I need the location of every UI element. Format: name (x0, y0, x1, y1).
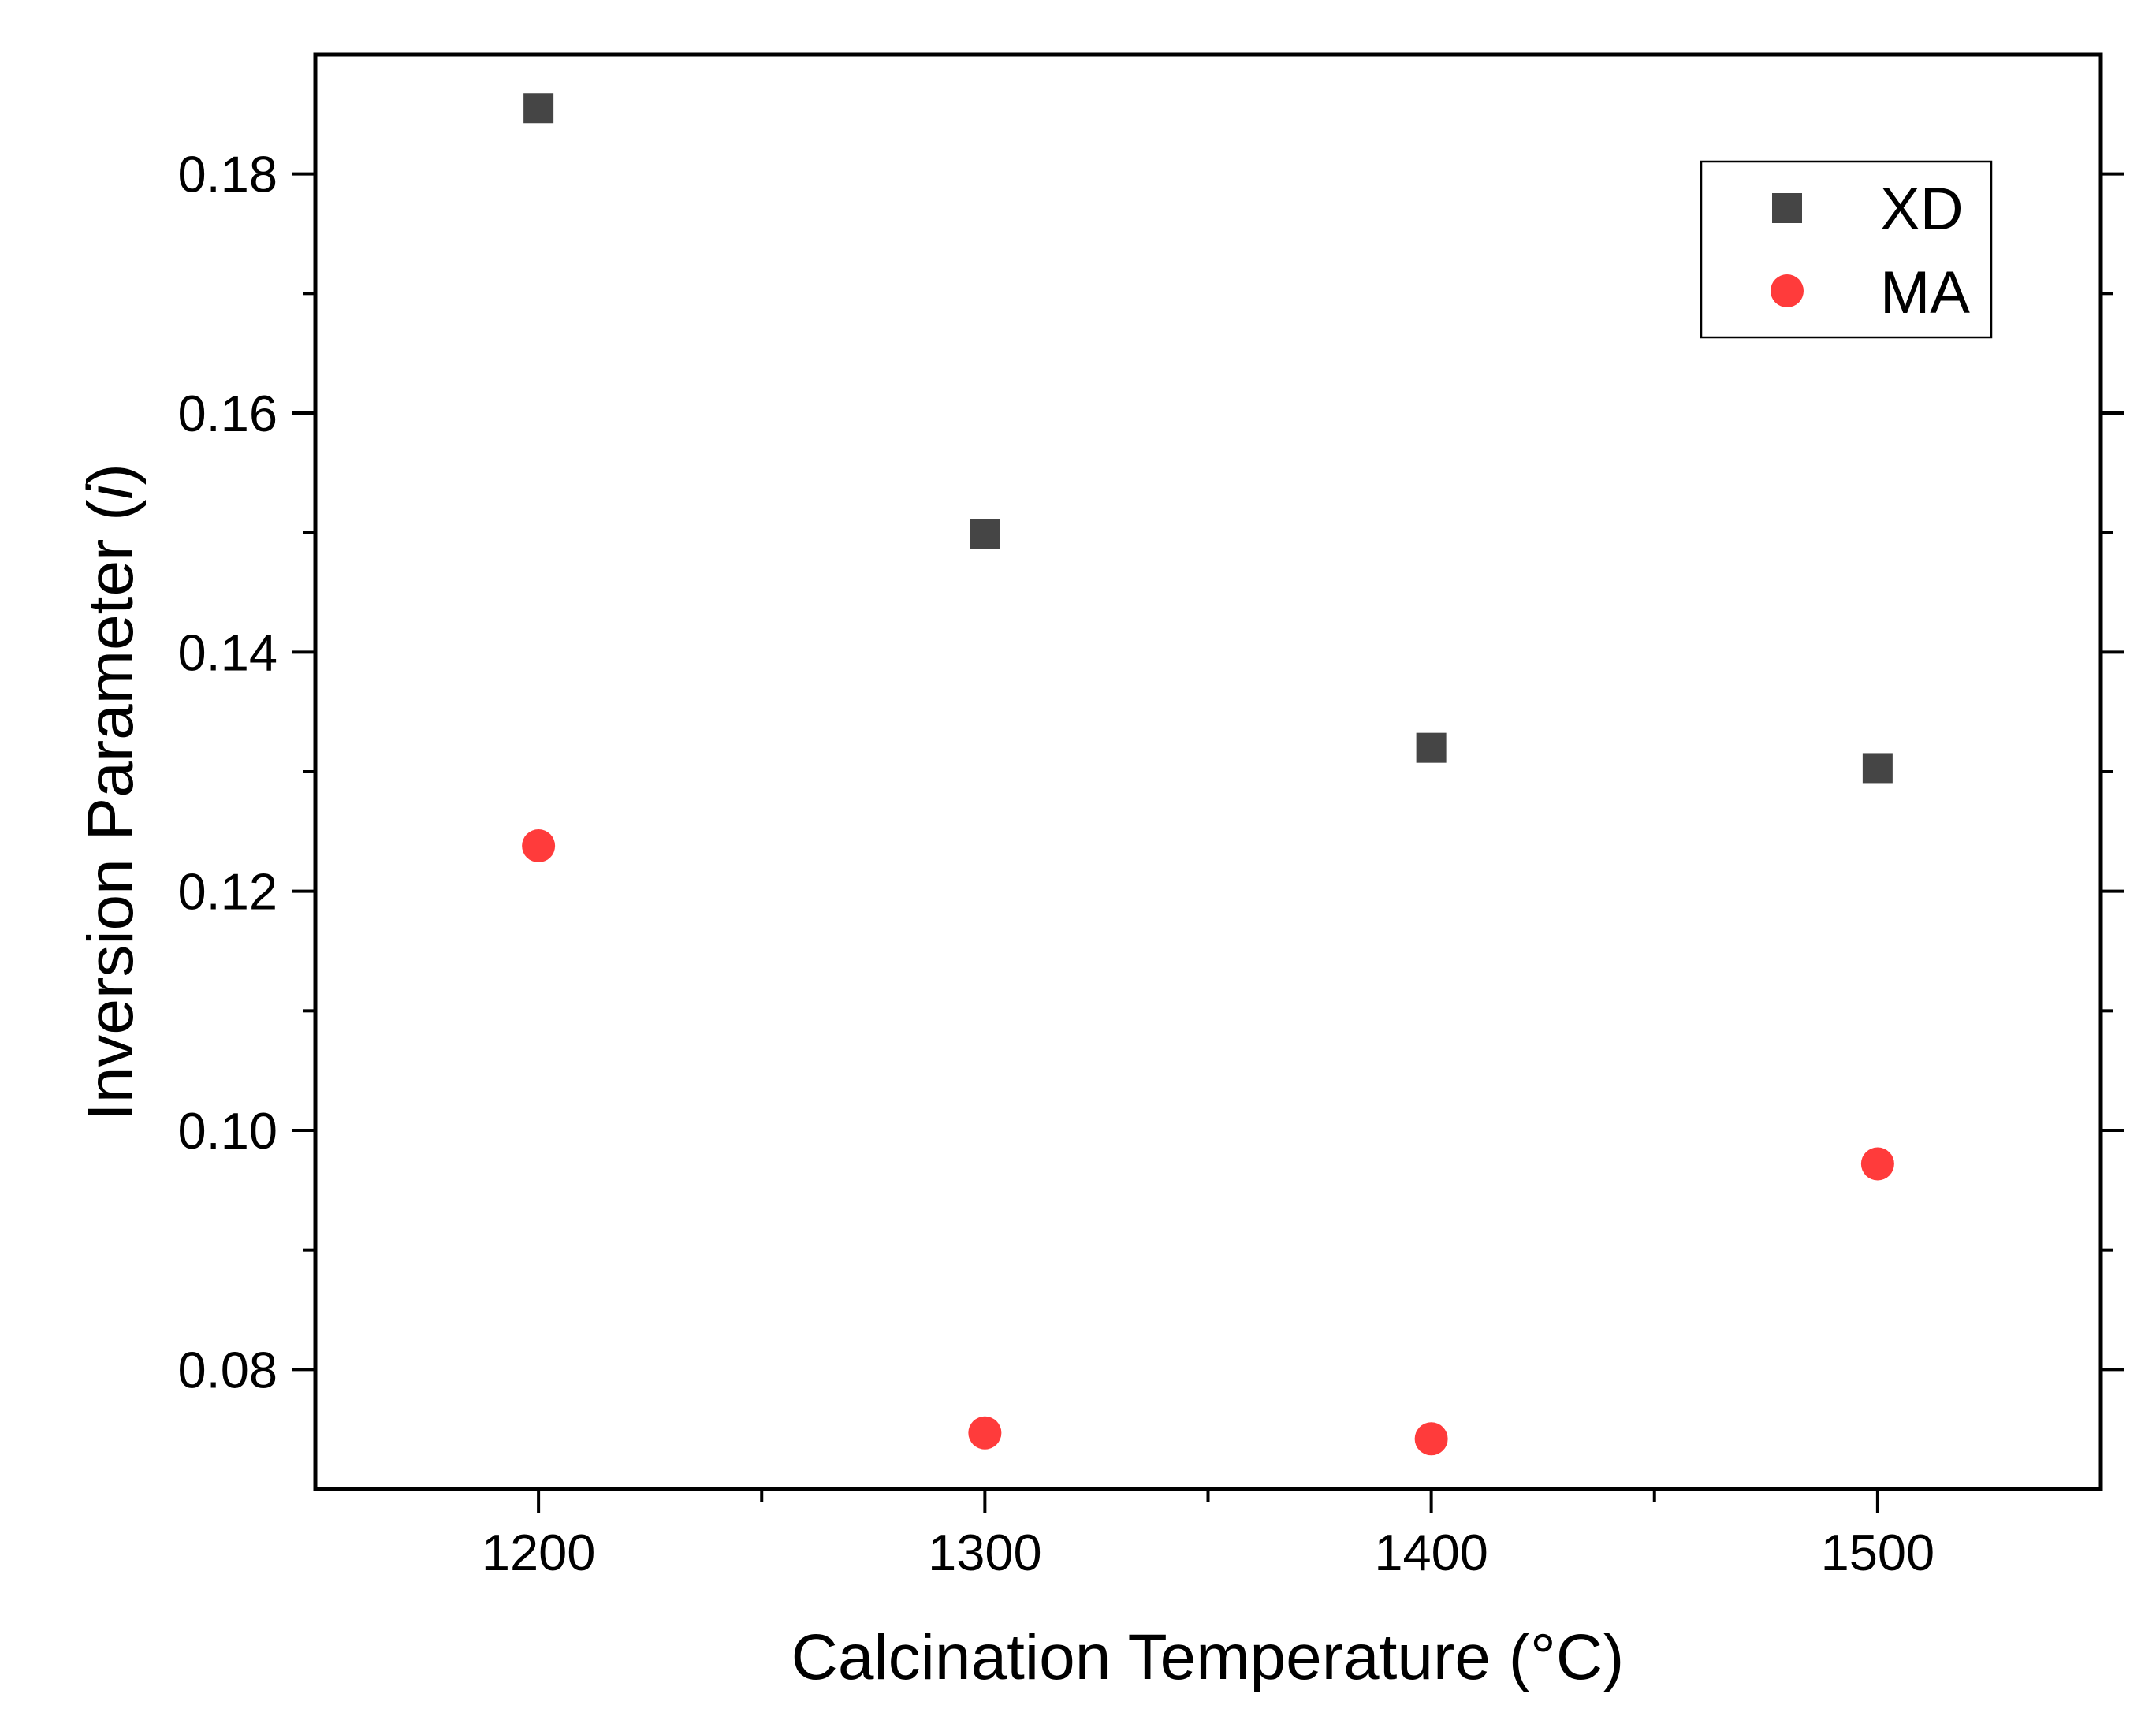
y-tick-label: 0.12 (177, 863, 277, 921)
data-point-ma (522, 829, 556, 863)
plot-frame (313, 52, 2103, 1491)
y-axis-title-main: Inversion Parameter ( (75, 500, 147, 1121)
x-tick-label: 1400 (1374, 1524, 1488, 1581)
x-tick-label: 1200 (482, 1524, 596, 1581)
data-point-xd (970, 519, 1000, 549)
legend-label-xd: XD (1880, 176, 1964, 243)
y-tick-label: 0.10 (177, 1102, 277, 1160)
data-point-ma (1860, 1147, 1894, 1181)
y-axis-title: Inversion Parameter (i) (75, 464, 147, 1121)
x-axis-title: Calcination Temperature (°C) (791, 1621, 1625, 1693)
x-tick-label: 1500 (1821, 1524, 1935, 1581)
legend-label-ma: MA (1880, 259, 1970, 326)
data-point-ma (968, 1416, 1002, 1450)
y-tick-label: 0.16 (177, 385, 277, 442)
data-points (522, 93, 1894, 1456)
y-axis-title-variable: i (75, 483, 147, 500)
data-point-xd (1862, 753, 1893, 784)
axis-tick-labels: 1200 1300 1400 1500 0.08 0.10 0.12 0.14 0.16 0.18 (177, 146, 1934, 1581)
axis-ticks (292, 172, 2124, 1513)
data-point-xd (523, 93, 554, 124)
y-tick-label: 0.14 (177, 624, 277, 681)
y-axis-title-close: ) (75, 464, 147, 485)
legend-marker-ma (1771, 274, 1804, 307)
legend-marker-xd (1772, 193, 1802, 223)
legend-box (1700, 160, 1993, 339)
legend: XD MA (1700, 160, 1993, 339)
data-point-ma (1414, 1422, 1448, 1456)
y-tick-label: 0.08 (177, 1341, 277, 1398)
y-tick-label: 0.18 (177, 146, 277, 203)
x-tick-label: 1300 (928, 1524, 1042, 1581)
data-point-xd (1416, 732, 1447, 763)
